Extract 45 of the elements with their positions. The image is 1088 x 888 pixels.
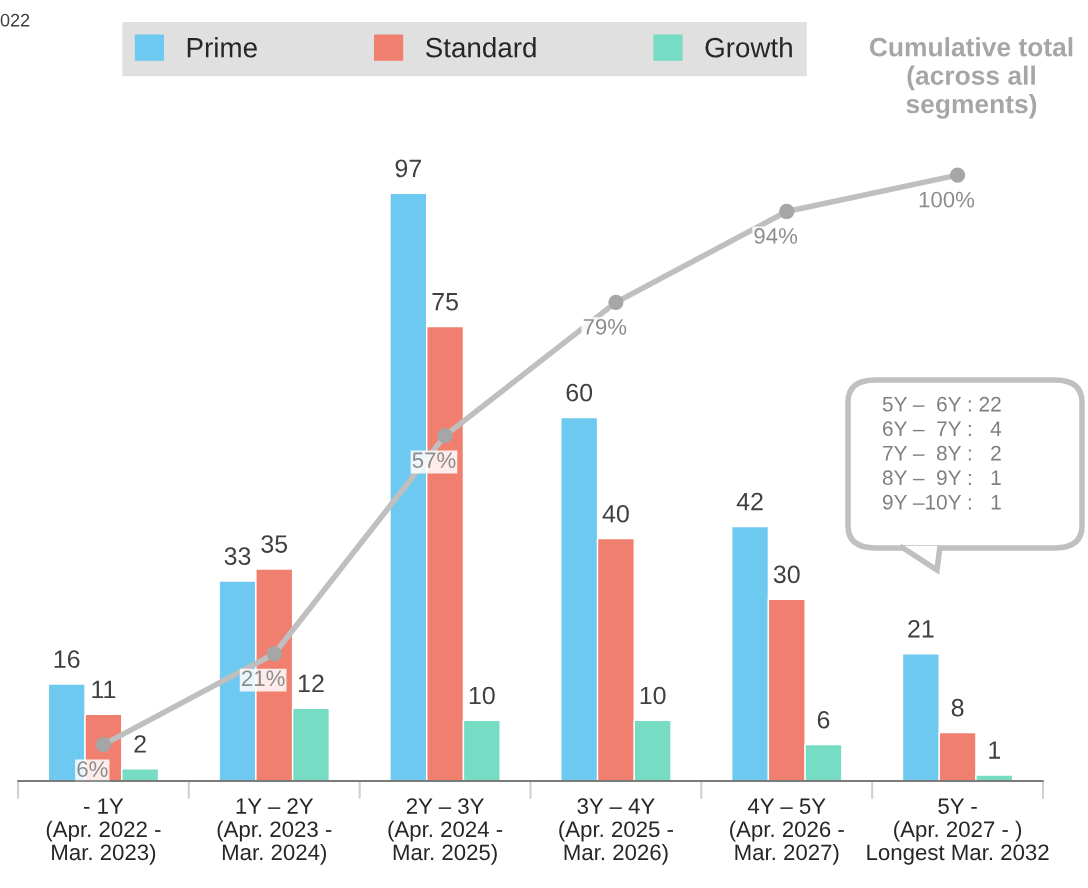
annotation: 5Y – 6Y : 22 [882, 396, 1001, 412]
data-label: 30 [773, 565, 800, 584]
data-label: 2 [134, 735, 146, 753]
data-label: 10 [640, 686, 666, 705]
legend-label: Standard [425, 37, 536, 58]
text: Cumulative total (across all segments) [869, 37, 1073, 119]
data-label: 11 [92, 680, 116, 699]
data-label: 10 [469, 686, 495, 705]
annotation: 6Y – 7Y : 4 [883, 421, 1002, 437]
point [608, 294, 624, 311]
data-label: 97 [395, 159, 421, 178]
data-label: 33 [224, 547, 251, 566]
data-label: 21 [908, 620, 934, 638]
data-label: 8 [951, 698, 964, 717]
data-label: 60 [566, 383, 593, 402]
data-label: 57% [412, 452, 456, 469]
x-tick-label: 2Y – 3Y (Apr. 2024 - Mar. 2025) [388, 798, 503, 865]
data-label: 94% [754, 228, 798, 244]
x-tick-label: - 1Y (Apr. 2022 - Mar. 2023) [46, 798, 161, 865]
data-label: 6 [817, 710, 830, 729]
x-tick-label: 4Y – 5Y (Apr. 2026 - Mar. 2027) [730, 798, 844, 865]
annotation: 7Y – 8Y : 2 [883, 445, 1001, 461]
point [949, 167, 966, 183]
annotation: 8Y – 9Y : 1 [882, 470, 1001, 486]
point [266, 646, 282, 662]
data-label: 79% [583, 318, 627, 335]
legend-label: Prime [187, 37, 257, 58]
x-tick-label: 5Y - (Apr. 2027 - ) Longest Mar. 2032 [867, 798, 1049, 865]
point [437, 428, 453, 444]
data-label: 100% [919, 191, 975, 208]
data-label: 42 [736, 492, 763, 511]
legend-label: Growth [705, 37, 792, 58]
data-label: 6% [77, 761, 108, 777]
x-tick-label: 3Y – 4Y (Apr. 2025 - Mar. 2026) [559, 798, 673, 865]
data-label: 12 [298, 674, 324, 692]
x-tick-label: 1Y – 2Y (Apr. 2023 - Mar. 2024) [217, 798, 332, 865]
annotation: 9Y –10Y : 1 [882, 494, 1001, 510]
data-label: 35 [261, 535, 288, 553]
data-label: 75 [432, 293, 458, 311]
data-label: 21% [242, 670, 285, 687]
data-label: 1 [989, 741, 1001, 759]
text: 022 [0, 13, 30, 27]
data-label: 40 [602, 504, 629, 523]
point [779, 203, 795, 220]
data-label: 16 [54, 650, 80, 669]
